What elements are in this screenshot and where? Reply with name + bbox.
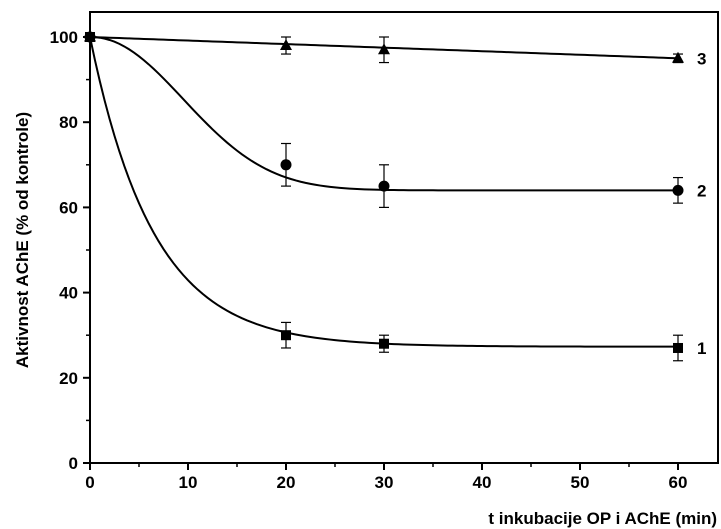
data-point-triangle [378,43,390,55]
plot-frame [89,11,719,464]
y-axis-title: Aktivnost AChE (% od kontrole) [13,112,32,368]
data-point-square [281,330,291,341]
data-point-circle [280,159,292,171]
data-point-circle [378,180,390,192]
data-markers [84,30,684,353]
y-tick-label: 80 [59,113,78,132]
data-point-circle [672,184,684,196]
y-tick-label: 20 [59,369,78,388]
x-tick-label: 20 [277,473,296,492]
y-tick-label: 0 [69,454,78,473]
x-tick-label: 50 [571,473,590,492]
series-label-1: 1 [697,339,706,358]
x-tick-label: 60 [669,473,688,492]
data-point-square [379,338,389,349]
y-tick-label: 100 [50,28,78,47]
x-axis-title: t inkubacije OP i AChE (min) [488,509,717,528]
x-tick-label: 30 [375,473,394,492]
data-point-square [673,342,683,353]
data-point-triangle [84,30,96,42]
series-label-3: 3 [697,49,706,68]
series-labels: 1 2 3 [697,49,706,358]
axes [89,11,719,464]
series-label-2: 2 [697,181,706,200]
x-tick-label: 40 [473,473,492,492]
x-tick-label: 0 [85,473,94,492]
ticks: 0 10 20 30 40 50 60 0 20 40 60 80 100 [50,28,688,492]
y-tick-label: 40 [59,284,78,303]
y-tick-label: 60 [59,198,78,217]
data-point-triangle [280,39,292,51]
error-bars [281,36,683,362]
x-tick-label: 10 [179,473,198,492]
data-point-triangle [672,51,684,63]
